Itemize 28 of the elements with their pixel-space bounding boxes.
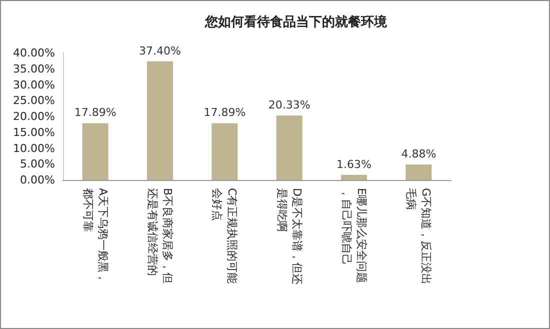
y-tick-label: 25.00% xyxy=(13,94,55,108)
data-label: 4.88% xyxy=(401,148,436,161)
y-tick-label: 30.00% xyxy=(13,78,55,92)
x-tick-label: B不良商家居多，但还是有诚信经营的 xyxy=(146,188,174,284)
x-tick-label: E哪儿那么安全问题，自己吓唬自己 xyxy=(340,188,368,283)
chart-title: 您如何看待食品当下的就餐环境 xyxy=(204,14,388,30)
data-label: 20.33% xyxy=(268,98,310,112)
x-tick-label: A天下乌鸦一般黑，都不可靠 xyxy=(81,188,110,284)
y-tick-label: 0.00% xyxy=(20,174,55,186)
bar xyxy=(341,174,367,180)
bar xyxy=(276,115,302,180)
x-tick-label: G不知道，反正没出毛病 xyxy=(404,188,433,285)
y-tick-label: 5.00% xyxy=(20,158,55,171)
y-tick-label: 15.00% xyxy=(13,126,55,139)
y-tick-label: 20.00% xyxy=(13,110,55,123)
data-label: 17.89% xyxy=(74,106,116,120)
y-tick-label: 40.00% xyxy=(13,46,55,60)
data-label: 1.63% xyxy=(336,158,372,171)
x-tick-label: D是不太靠谱，但还是得吃啊 xyxy=(275,188,304,284)
data-label: 17.89% xyxy=(204,106,246,120)
y-tick-label: 35.00% xyxy=(13,62,55,76)
bar xyxy=(147,61,173,180)
y-tick-label: 10.00% xyxy=(13,142,55,155)
bar xyxy=(82,123,108,180)
data-label: 37.40% xyxy=(139,44,181,58)
bar xyxy=(212,123,238,180)
x-tick-label: C有正规执照的可能会好点 xyxy=(210,188,239,284)
bar xyxy=(406,164,432,180)
